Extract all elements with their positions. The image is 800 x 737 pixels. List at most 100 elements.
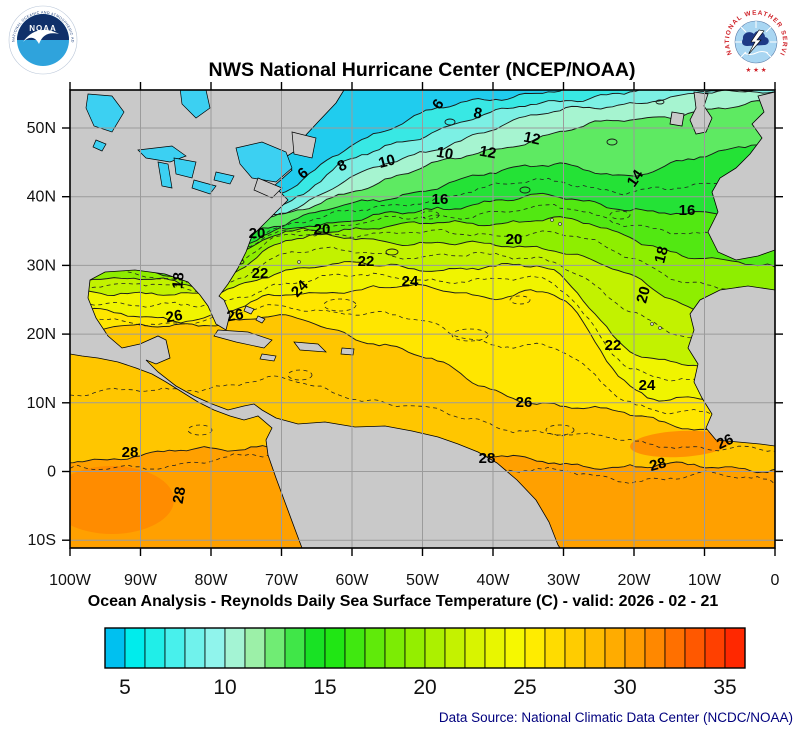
sst-eddy: [519, 186, 531, 194]
x-tick-label: 60W: [336, 572, 370, 589]
island: [340, 347, 355, 356]
landmass-ireland: [669, 111, 685, 127]
contour-label: 10: [435, 144, 454, 164]
lake: [85, 93, 125, 133]
contour-label: 8: [472, 104, 483, 122]
noaa-wordmark: NOAA: [29, 24, 57, 33]
noaa-seagull-icon: [23, 29, 59, 44]
colorbar-cell: [464, 627, 486, 669]
colorbar-cell: [244, 627, 266, 669]
sst-eddy: [655, 99, 665, 105]
colorbar-cell: [444, 627, 466, 669]
y-tick-label: 10N: [27, 395, 56, 412]
nws-ring-stars: ★ ★ ★: [745, 66, 766, 74]
islet: [550, 218, 554, 222]
sst-eddy: [609, 210, 631, 220]
contour-label: 28: [648, 454, 669, 475]
contour-label: 24: [639, 377, 656, 394]
colorbar-cell: [304, 627, 326, 669]
colorbar-tick-label: 15: [313, 676, 336, 699]
x-tick-label: 10W: [688, 572, 722, 589]
colorbar-cell: [524, 627, 546, 669]
colorbar-cell: [264, 627, 286, 669]
page-title: NWS National Hurricane Center (NCEP/NOAA…: [209, 59, 636, 81]
dashed-contour: [70, 375, 775, 452]
landmass-americas: [70, 90, 561, 548]
sst-eddy: [606, 138, 618, 146]
lake: [213, 171, 235, 185]
colorbar-cell: [324, 627, 346, 669]
y-tick-label: 0: [47, 464, 56, 481]
colorbar-cell: [704, 627, 726, 669]
colorbar-cell: [624, 627, 646, 669]
x-tick-label: 90W: [124, 572, 158, 589]
axis-labels: 100W 90W 80W 70W 60W 50W 40W 30W 20W 10W 0 50N 40N 30…: [27, 120, 780, 589]
contour-label: 28: [479, 450, 496, 467]
dashed-contour: [70, 170, 775, 249]
colorbar-tick-label: 30: [613, 676, 636, 699]
x-tick-label: 70W: [265, 572, 299, 589]
contour-label: 24: [402, 273, 419, 290]
x-tick-label: 0: [771, 572, 780, 589]
lake: [157, 161, 173, 189]
sst-eddy: [509, 295, 531, 305]
contour-label: 28: [122, 444, 139, 461]
colorbar-tick-label: 20: [413, 676, 436, 699]
contour-label: 18: [651, 245, 672, 266]
colorbar-cell: [364, 627, 386, 669]
sst-eddy: [385, 248, 399, 256]
colorbar-cell: [684, 627, 706, 669]
nws-logo: NATIONAL WEATHER SERVICE ★ ★ ★: [719, 3, 790, 76]
island: [259, 353, 277, 362]
axis-ticks: [62, 82, 783, 556]
colorbar-tick-label: 25: [513, 676, 536, 699]
sst-eddy: [420, 210, 440, 220]
island: [243, 305, 255, 315]
y-tick-label: 40N: [27, 189, 56, 206]
colorbar-cell: [384, 627, 406, 669]
lake: [92, 139, 107, 152]
colorbar-tick-label: 10: [213, 676, 236, 699]
data-source: Data Source: National Climatic Data Cent…: [439, 710, 793, 725]
sst-eddy: [187, 424, 213, 436]
colorbar-cell: [124, 627, 146, 669]
x-tick-label: 20W: [618, 572, 652, 589]
contour-label: 16: [679, 202, 696, 219]
contour-label: 12: [522, 129, 542, 149]
contour-label: 26: [714, 431, 736, 453]
land-masses: [70, 90, 775, 548]
contour-label: 10: [377, 151, 398, 172]
colorbar-tick-label: 5: [119, 676, 131, 699]
contour-label: 18: [169, 272, 187, 290]
sst-eddy: [323, 298, 357, 312]
y-tick-label: 20N: [27, 326, 56, 343]
map-caption: Ocean Analysis - Reynolds Daily Sea Surf…: [88, 593, 719, 610]
contour-label: 20: [633, 285, 654, 306]
nws-wave-icon: [743, 51, 769, 55]
y-tick-label: 10S: [28, 532, 56, 549]
x-tick-label: 100W: [49, 572, 92, 589]
colorbar-cell: [644, 627, 666, 669]
x-tick-label: 30W: [547, 572, 581, 589]
contour-label: 16: [432, 191, 449, 208]
island: [253, 177, 283, 199]
colorbar-cell: [504, 627, 526, 669]
contour-label: 22: [605, 337, 622, 354]
warm-patch: [70, 466, 174, 534]
islet: [558, 222, 562, 226]
colorbar-cell: [584, 627, 606, 669]
dashed-contour: [70, 272, 775, 395]
x-tick-label: 80W: [195, 572, 229, 589]
contour-label: 20: [506, 231, 523, 248]
colorbar-cell: [564, 627, 586, 669]
y-tick-label: 50N: [27, 120, 56, 137]
colorbar-cell: [484, 627, 506, 669]
contour-label: 26: [165, 307, 184, 327]
x-tick-label: 50W: [406, 572, 440, 589]
islet: [650, 322, 654, 326]
colorbar-cell: [724, 627, 746, 669]
colorbar-cell: [424, 627, 446, 669]
island: [291, 131, 317, 159]
colorbar-cell: [664, 627, 686, 669]
colorbar-tick-label: 35: [713, 676, 736, 699]
